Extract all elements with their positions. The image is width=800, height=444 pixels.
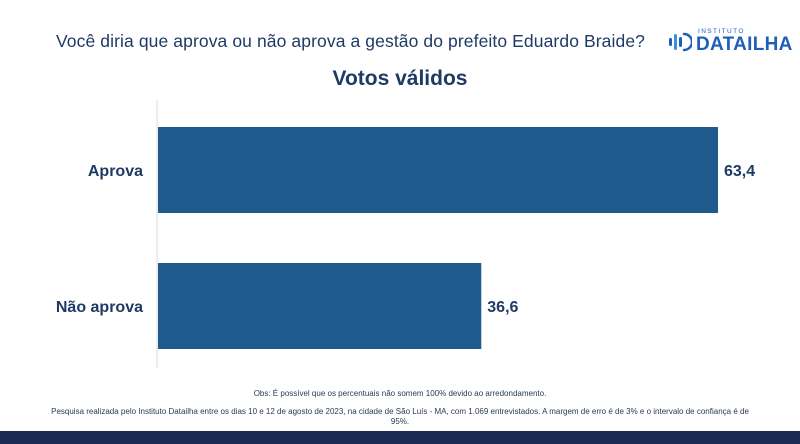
data-label: 36,6: [487, 299, 518, 316]
bar-nao-aprova: [158, 263, 482, 349]
footnote-source: Pesquisa realizada pelo Instituto Datail…: [51, 407, 749, 426]
survey-question: Você diria que aprova ou não aprova a ge…: [56, 31, 646, 51]
category-label: Não aprova: [56, 299, 143, 316]
chart-title: Votos válidos: [332, 67, 468, 90]
datailha-logo: INSTITUTO DATAILHA: [668, 26, 792, 60]
logo-brand-text: DATAILHA: [696, 34, 793, 55]
data-label: 63,4: [724, 163, 755, 180]
footnote-obs: Obs: É possível que os percentuais não s…: [253, 389, 547, 398]
datailha-logo-icon: [669, 32, 692, 52]
bottom-bar: [0, 431, 800, 444]
category-label: Aprova: [88, 163, 143, 180]
logo-small-text: INSTITUTO: [698, 28, 745, 35]
bar-aprova: [158, 127, 718, 213]
